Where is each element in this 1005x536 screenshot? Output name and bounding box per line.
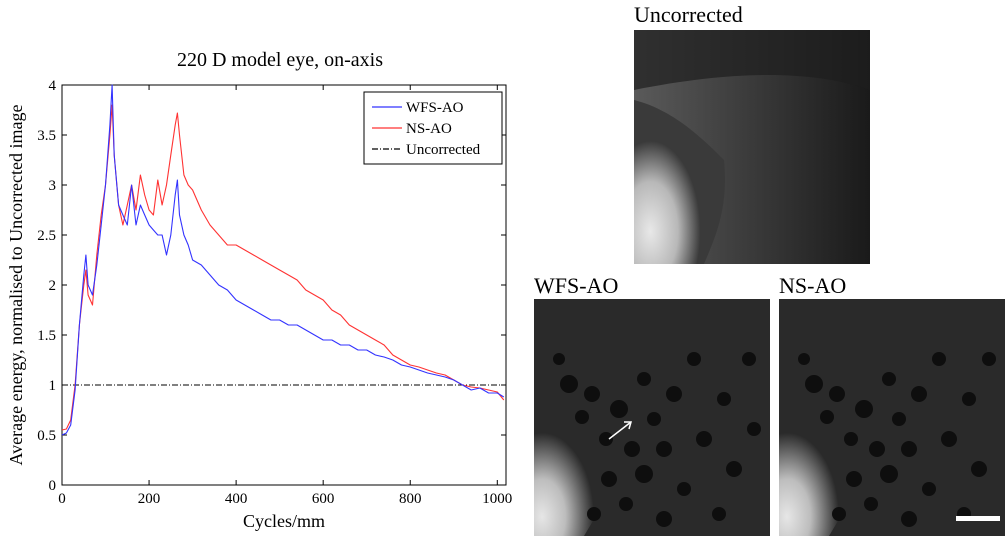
wfs-ao-image-label: WFS-AO (534, 273, 619, 298)
y-tick-label: 0.5 (37, 428, 56, 444)
x-tick-label: 400 (225, 491, 248, 507)
scale-bar (956, 516, 1000, 521)
y-tick-label: 0 (49, 478, 57, 494)
x-tick-label: 1000 (482, 491, 512, 507)
ns-ao-image-label: NS-AO (779, 273, 847, 298)
legend: WFS-AO NS-AO Uncorrected (363, 91, 503, 165)
y-tick-label: 3 (49, 178, 57, 194)
y-tick-label: 2 (49, 278, 57, 294)
legend-label: Uncorrected (406, 142, 481, 158)
ns-ao-image (779, 299, 1005, 536)
x-tick-label: 0 (58, 491, 66, 507)
y-axis-label: Average energy, normalised to Uncorrecte… (6, 104, 26, 465)
x-tick-label: 200 (138, 491, 161, 507)
y-tick-label: 2.5 (37, 228, 56, 244)
axis-ticks: 0 200 400 600 800 1000 0 0.5 1 1.5 2 2.5 3 3.5 4 (37, 78, 512, 507)
legend-label: WFS-AO (406, 100, 464, 116)
chart-title: 220 D model eye, on-axis (177, 49, 383, 71)
y-tick-label: 1.5 (37, 328, 56, 344)
legend-label: NS-AO (406, 121, 452, 137)
x-axis-label: Cycles/mm (243, 511, 325, 531)
series-line-wfs-ao (61, 84, 505, 436)
y-tick-label: 4 (49, 78, 57, 94)
x-tick-label: 800 (399, 491, 422, 507)
y-tick-label: 3.5 (37, 128, 56, 144)
uncorrected-image (634, 30, 870, 264)
series-layer (61, 84, 505, 436)
x-tick-label: 600 (312, 491, 335, 507)
uncorrected-image-label: Uncorrected (634, 2, 743, 27)
y-tick-label: 1 (49, 378, 57, 394)
line-chart: 220 D model eye, on-axis Average energy,… (6, 49, 512, 531)
wfs-ao-image (534, 299, 770, 536)
